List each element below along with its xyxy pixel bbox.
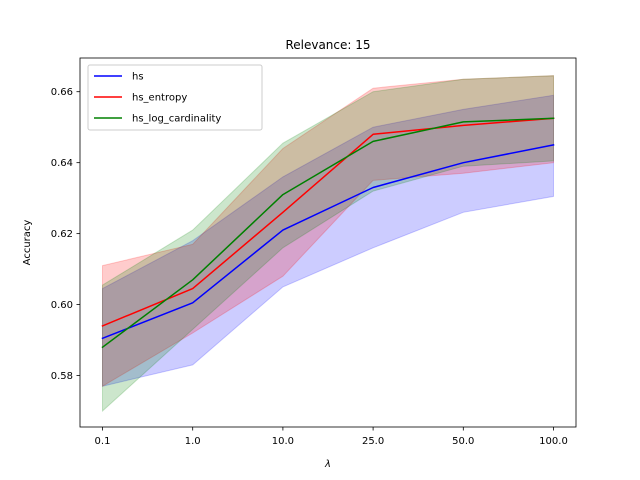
hs-line [101,144,555,340]
chart-title: Relevance: 15 [285,38,370,52]
hs-log-cardinality-line [101,117,555,349]
x-tick-label: 1.0 [185,436,201,447]
x-tick-label: 100.0 [539,436,568,447]
confidence-bands [102,75,554,413]
y-axis-label: Accuracy [22,220,33,266]
y-tick-label: 0.62 [51,229,73,240]
y-tick-label: 0.66 [51,87,73,98]
x-tick-label: 10.0 [272,436,294,447]
legend-box [87,64,263,131]
plot-frame [79,57,577,428]
x-tick-label: 25.0 [362,436,384,447]
x-axis-label: λ [324,459,331,470]
hs-log-cardinality-band [102,75,554,413]
y-tick-label: 0.64 [51,158,73,169]
x-axis: 0.1 1.0 10.0 25.0 50.0 100.0 [95,427,568,447]
hs-entropy-line [101,117,555,327]
hs-entropy-band [102,75,554,388]
hs-entropy-legend-label: hs_entropy [132,93,187,104]
y-tick-label: 0.58 [51,371,73,382]
x-tick-label: 0.1 [95,436,111,447]
legend: hs hs_entropy hs_log_cardinality [87,64,263,131]
x-tick-label: 50.0 [452,436,474,447]
y-axis: 0.58 0.60 0.62 0.64 0.66 [51,87,80,382]
hs-band [102,94,554,387]
hs-log-cardinality-legend-label: hs_log_cardinality [132,114,221,125]
y-tick-label: 0.60 [51,300,73,311]
hs-legend-label: hs [132,72,144,83]
series-lines [101,117,555,349]
